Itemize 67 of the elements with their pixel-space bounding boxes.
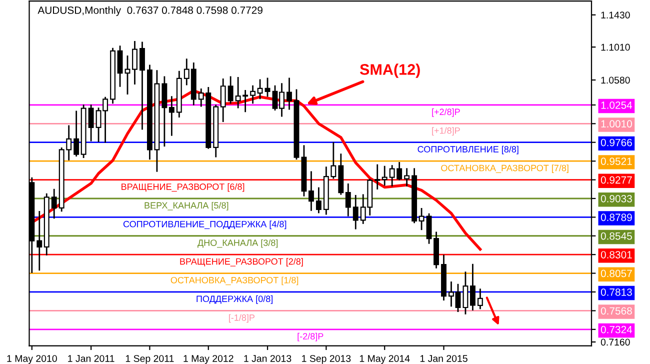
candlestick	[36, 211, 42, 271]
candlestick	[286, 78, 292, 110]
candlestick	[264, 78, 270, 97]
annotation: SMA(12)	[360, 64, 420, 78]
ref-line-label: СОПРОТИВЛЕНИЕ [8/8]	[418, 146, 518, 154]
ref-line-label: ВЕРХ_КАНАЛА [5/8]	[144, 202, 228, 210]
candlestick	[257, 79, 263, 100]
candlestick	[140, 42, 145, 130]
chart-title: AUDUSD,Monthly 0.7637 0.7848 0.7598 0.7729	[38, 6, 262, 16]
y-tick-label: 0.8789	[600, 214, 632, 222]
candlestick	[345, 183, 351, 216]
x-tick-label: 1 Jan 2015	[420, 355, 468, 362]
y-tick-label: 1.0580	[601, 76, 630, 84]
y-tick-label: 0.9277	[600, 176, 632, 184]
candlestick	[162, 76, 168, 147]
ref-line-label: СОПРОТИВЛЕНИЕ_ПОДДЕРЖКА [4/8]	[123, 220, 286, 230]
y-tick-label: 1.1010	[601, 44, 630, 51]
candlestick	[462, 272, 468, 314]
candlestick	[250, 85, 256, 104]
ref-line-label: [+2/8]P	[432, 108, 460, 117]
y-tick-label: 0.9766	[600, 138, 632, 146]
x-tick-label: 1 May 2010	[7, 355, 57, 364]
ref-line-label: ВРАЩЕНИЕ_РАЗВОРОТ [6/8]	[122, 183, 244, 192]
y-tick-label: 0.7813	[600, 288, 632, 296]
candlestick	[228, 76, 234, 104]
candlestick	[88, 104, 94, 142]
ref-line-label: ОСТАНОВКА_РАЗВОРОТ [7/8]	[441, 164, 568, 173]
candlestick	[470, 264, 476, 310]
candlestick	[74, 110, 80, 157]
y-tick-label: 0.7568	[600, 307, 632, 315]
y-tick-label: 0.8301	[600, 251, 632, 258]
y-tick-label: 0.8057	[600, 270, 632, 278]
candlestick	[51, 188, 57, 219]
x-tick-label: 1 Sep 2011	[126, 355, 174, 364]
ref-line-label: ВРАЩЕНИЕ_РАЗВОРОТ [2/8]	[180, 258, 303, 266]
candlestick	[168, 96, 174, 136]
candlestick	[374, 164, 380, 190]
y-tick-label: 0.9033	[600, 194, 632, 202]
x-tick-label: 1 May 2012	[184, 355, 234, 364]
candlestick	[124, 56, 130, 94]
ref-line-label: ДНО_КАНАЛА [3/8]	[198, 239, 278, 248]
x-tick-label: 1 Jan 2011	[68, 355, 114, 362]
x-tick-label: 1 Sep 2013	[302, 355, 351, 364]
candlestick	[418, 208, 424, 230]
x-tick-label: 1 Jan 2013	[244, 355, 292, 362]
candlestick	[352, 194, 358, 230]
y-tick-label: 1.1430	[601, 12, 630, 18]
candlestick	[404, 168, 410, 186]
candlestick	[220, 78, 226, 122]
candlestick	[316, 187, 322, 214]
ref-line-label: [+1/8]P	[432, 127, 460, 136]
ref-line-label: [-1/8]P	[229, 314, 255, 323]
y-tick-label: 0.7324	[600, 326, 632, 334]
y-tick-label: 0.8545	[600, 232, 632, 240]
y-tick-label: 1.0010	[601, 120, 632, 128]
ref-line-label: ПОДДЕРЖКА [0/8]	[196, 295, 273, 304]
candlestick	[132, 40, 138, 85]
y-tick-label: 1.0254	[601, 101, 632, 109]
candlestick	[308, 171, 314, 211]
candlestick	[382, 166, 388, 186]
candlestick	[477, 288, 483, 310]
candlestick	[117, 46, 123, 87]
y-tick-label: 0.7160	[600, 338, 630, 346]
ref-line-label: ОСТАНОВКА_РАЗВОРОТ [1/8]	[170, 276, 298, 286]
y-tick-label: 0.9521	[600, 158, 632, 165]
ref-line-label: [-2/8]P	[298, 332, 324, 342]
x-tick-label: 1 May 2014	[360, 355, 410, 364]
